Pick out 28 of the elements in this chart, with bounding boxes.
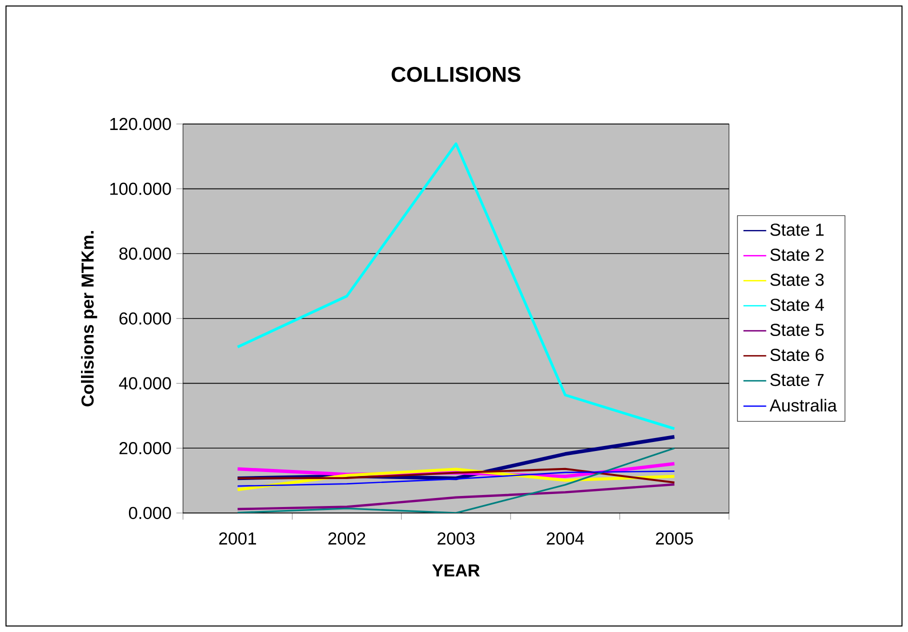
legend-label: State 7	[770, 374, 824, 386]
x-tick-label: 2001	[219, 532, 256, 545]
legend-label: State 4	[770, 298, 824, 311]
x-tick-label: 2003	[438, 532, 475, 545]
y-tick-label: 0.000	[128, 506, 171, 520]
legend-label: State 1	[770, 224, 824, 236]
chart-title: COLLISIONS	[392, 66, 520, 82]
y-tick-label: 40.000	[119, 377, 171, 390]
y-tick-label: 120.000	[110, 118, 171, 130]
y-axis-title: Collisions per MTKm.	[80, 231, 98, 406]
legend-label: State 3	[770, 274, 824, 286]
legend-label: State 6	[770, 348, 824, 362]
line-series	[236, 468, 676, 484]
legend-label: State 2	[770, 248, 824, 261]
line-series	[236, 470, 676, 487]
line-series	[236, 142, 676, 430]
legend-label: Australia	[770, 398, 837, 412]
x-axis-title: YEAR	[432, 564, 480, 576]
y-tick-label: 60.000	[119, 312, 171, 325]
line-series	[236, 447, 676, 513]
y-tick-label: 100.000	[110, 182, 171, 195]
y-tick-label: 80.000	[119, 248, 171, 260]
x-tick-label: 2005	[656, 532, 693, 545]
x-tick-label: 2004	[546, 532, 584, 545]
x-tick-label: 2002	[328, 532, 366, 545]
legend-label: State 5	[770, 324, 824, 336]
line-series	[236, 483, 676, 510]
y-tick-label: 20.000	[119, 442, 171, 454]
